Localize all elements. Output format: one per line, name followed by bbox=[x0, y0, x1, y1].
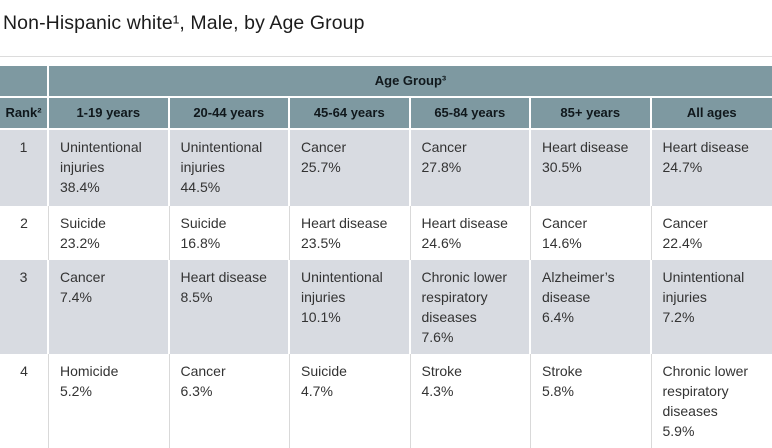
cause-name: Stroke bbox=[422, 363, 462, 379]
cause-cell: Cancer 7.4% bbox=[49, 260, 170, 354]
rank-value: 2 bbox=[0, 206, 49, 260]
cause-percent: 7.6% bbox=[422, 327, 519, 347]
cause-percent: 4.3% bbox=[422, 381, 520, 401]
cause-percent: 14.6% bbox=[542, 233, 640, 253]
cause-percent: 27.8% bbox=[422, 157, 519, 177]
cause-cell: Suicide 23.2% bbox=[49, 206, 170, 260]
cause-percent: 30.5% bbox=[542, 157, 639, 177]
cause-percent: 16.8% bbox=[181, 233, 279, 253]
cause-cell: Suicide 4.7% bbox=[290, 354, 411, 448]
rank-header-spacer bbox=[0, 66, 49, 98]
column-header-85plus: 85+ years bbox=[531, 98, 652, 130]
cause-name: Cancer bbox=[181, 363, 226, 379]
rank-value: 1 bbox=[0, 130, 49, 206]
column-header-1-19: 1-19 years bbox=[49, 98, 170, 130]
column-header-all-ages: All ages bbox=[652, 98, 772, 130]
cause-name: Unintentional injuries bbox=[60, 139, 142, 175]
cause-name: Cancer bbox=[301, 139, 346, 155]
cause-name: Alzheimer’s disease bbox=[542, 269, 615, 305]
column-header-65-84: 65-84 years bbox=[411, 98, 532, 130]
cause-percent: 6.4% bbox=[542, 307, 639, 327]
cause-percent: 38.4% bbox=[60, 177, 157, 197]
cause-name: Heart disease bbox=[663, 139, 749, 155]
cause-cell: Cancer 14.6% bbox=[531, 206, 652, 260]
table-row-rank-3: 3 Cancer 7.4% Heart disease 8.5% Unintenti… bbox=[0, 260, 772, 354]
cause-name: Cancer bbox=[542, 215, 587, 231]
cause-cell: Heart disease 8.5% bbox=[170, 260, 291, 354]
cause-cell: Heart disease 30.5% bbox=[531, 130, 652, 206]
cause-percent: 8.5% bbox=[181, 287, 278, 307]
cause-percent: 4.7% bbox=[301, 381, 399, 401]
cause-name: Chronic lower respiratory diseases bbox=[663, 363, 749, 419]
cause-percent: 5.2% bbox=[60, 381, 158, 401]
age-group-header: Age Group³ bbox=[49, 66, 772, 98]
cause-name: Heart disease bbox=[181, 269, 267, 285]
cause-percent: 44.5% bbox=[181, 177, 278, 197]
rank-column-header: Rank² bbox=[0, 98, 49, 130]
cause-name: Homicide bbox=[60, 363, 118, 379]
cause-percent: 5.9% bbox=[663, 421, 762, 441]
cause-name: Cancer bbox=[60, 269, 105, 285]
cause-percent: 24.6% bbox=[422, 233, 520, 253]
cause-percent: 22.4% bbox=[663, 233, 762, 253]
cause-name: Unintentional injuries bbox=[301, 269, 383, 305]
cause-percent: 7.2% bbox=[663, 307, 762, 327]
column-header-20-44: 20-44 years bbox=[170, 98, 291, 130]
cause-name: Heart disease bbox=[422, 215, 508, 231]
table-row-rank-4: 4 Homicide 5.2% Cancer 6.3% Suicide 4.7% St… bbox=[0, 354, 772, 448]
cause-percent: 10.1% bbox=[301, 307, 398, 327]
cause-percent: 25.7% bbox=[301, 157, 398, 177]
cause-name: Unintentional injuries bbox=[663, 269, 745, 305]
title-divider bbox=[0, 56, 772, 57]
table-row-rank-2: 2 Suicide 23.2% Suicide 16.8% Heart diseas… bbox=[0, 206, 772, 260]
cause-percent: 24.7% bbox=[663, 157, 762, 177]
cause-cell: Homicide 5.2% bbox=[49, 354, 170, 448]
page-title: Non-Hispanic white¹, Male, by Age Group bbox=[0, 0, 772, 36]
cause-name: Chronic lower respiratory diseases bbox=[422, 269, 508, 325]
cause-cell: Suicide 16.8% bbox=[170, 206, 291, 260]
cause-name: Suicide bbox=[301, 363, 347, 379]
column-header-row: Rank² 1-19 years 20-44 years 45-64 years… bbox=[0, 98, 772, 130]
cause-cell: Cancer 6.3% bbox=[170, 354, 291, 448]
column-header-45-64: 45-64 years bbox=[290, 98, 411, 130]
cause-percent: 5.8% bbox=[542, 381, 640, 401]
cause-name: Heart disease bbox=[301, 215, 387, 231]
cause-percent: 23.2% bbox=[60, 233, 158, 253]
cause-cell: Heart disease 23.5% bbox=[290, 206, 411, 260]
group-header-row: Age Group³ bbox=[0, 66, 772, 98]
rank-value: 4 bbox=[0, 354, 49, 448]
cause-percent: 7.4% bbox=[60, 287, 157, 307]
cause-name: Cancer bbox=[422, 139, 467, 155]
cause-name: Suicide bbox=[181, 215, 227, 231]
cause-percent: 23.5% bbox=[301, 233, 399, 253]
leading-causes-table: Age Group³ Rank² 1-19 years 20-44 years … bbox=[0, 66, 772, 448]
cause-cell: Cancer 25.7% bbox=[290, 130, 411, 206]
cause-name: Cancer bbox=[663, 215, 708, 231]
cause-cell: Heart disease 24.6% bbox=[411, 206, 532, 260]
cause-cell: Heart disease 24.7% bbox=[652, 130, 772, 206]
cause-cell: Stroke 4.3% bbox=[411, 354, 532, 448]
rank-value: 3 bbox=[0, 260, 49, 354]
cause-cell: Cancer 22.4% bbox=[652, 206, 772, 260]
cause-cell: Cancer 27.8% bbox=[411, 130, 532, 206]
cause-percent: 6.3% bbox=[181, 381, 279, 401]
cause-name: Unintentional injuries bbox=[181, 139, 263, 175]
cause-name: Stroke bbox=[542, 363, 582, 379]
cause-name: Suicide bbox=[60, 215, 106, 231]
cause-name: Heart disease bbox=[542, 139, 628, 155]
cause-cell: Stroke 5.8% bbox=[531, 354, 652, 448]
